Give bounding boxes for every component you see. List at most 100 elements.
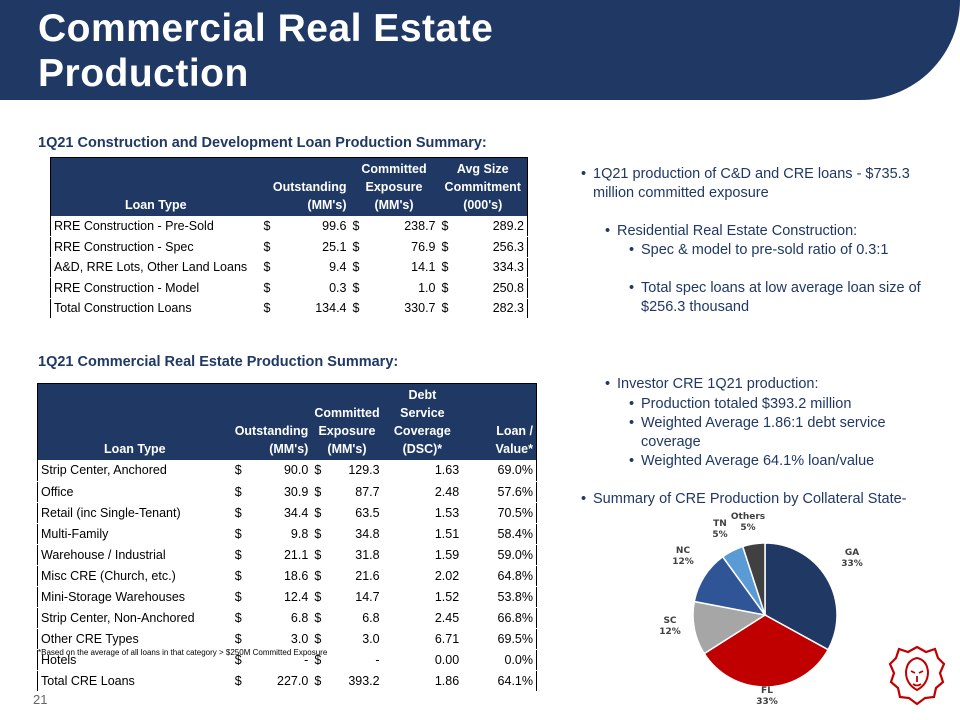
cell-value: 57.6% bbox=[462, 481, 537, 503]
table-total-row: Total Construction Loans $134.4 $330.7 $282… bbox=[50, 297, 528, 319]
pie-slice-others bbox=[741, 542, 766, 616]
cell-label: Strip Center, Non-Anchored bbox=[37, 607, 232, 629]
cell-currency: $ bbox=[260, 236, 275, 258]
cell-value: 21.1 bbox=[245, 544, 312, 566]
cell-currency: $ bbox=[438, 236, 453, 258]
bullet-item: • Weighted Average 64.1% loan/value bbox=[629, 453, 875, 469]
table-row: Strip Center, Anchored $90.0 $129.3 1.63 69.… bbox=[37, 460, 537, 482]
cell-label: RRE Construction - Spec bbox=[50, 236, 261, 258]
table-row: Misc CRE (Church, etc.) $18.6 $21.6 2.02 64.… bbox=[37, 565, 537, 587]
col-outstanding: Outstanding (MM's) bbox=[231, 383, 312, 460]
pie-label-others: Others bbox=[731, 512, 765, 522]
bullet-item: • Investor CRE 1Q21 production: bbox=[605, 376, 819, 392]
cell-value: 334.3 bbox=[452, 257, 528, 278]
pie-slice-ga bbox=[764, 542, 838, 651]
cre-table: Loan Type Outstanding (MM's) Committed Exp… bbox=[37, 383, 537, 692]
cell-value: 250.8 bbox=[452, 277, 528, 299]
cell-value: 289.2 bbox=[452, 216, 528, 237]
pie-slice-fl bbox=[703, 614, 830, 688]
construction-table: Loan Type Outstanding (MM's) Committed Exp… bbox=[50, 157, 528, 319]
cell-value: 64.8% bbox=[462, 565, 537, 587]
cell-currency: $ bbox=[260, 297, 275, 319]
cell-value: 6.71 bbox=[382, 628, 463, 650]
construction-section-title: 1Q21 Construction and Development Loan P… bbox=[38, 135, 487, 151]
table-row: Other CRE Types $3.0 $3.0 6.71 69.5% bbox=[37, 628, 537, 650]
cell-value: 2.48 bbox=[382, 481, 463, 503]
cell-currency: $ bbox=[231, 502, 246, 524]
cell-currency: $ bbox=[349, 216, 364, 237]
cell-currency: $ bbox=[311, 607, 326, 629]
cell-value: 66.8% bbox=[462, 607, 537, 629]
cell-value: 69.5% bbox=[462, 628, 537, 650]
col-exposure: Committed Exposure (MM's) bbox=[311, 383, 383, 460]
cell-value: - bbox=[325, 649, 383, 671]
table-row: Retail (inc Single-Tenant) $34.4 $63.5 1.53… bbox=[37, 502, 537, 524]
cell-value: 227.0 bbox=[245, 669, 312, 692]
cell-currency: $ bbox=[349, 257, 364, 278]
cell-value: 64.1% bbox=[462, 669, 537, 692]
pie-value-nc: 12% bbox=[672, 557, 694, 567]
cell-value: 3.0 bbox=[245, 628, 312, 650]
cell-value: 1.52 bbox=[382, 586, 463, 608]
bullet-item: • Total spec loans at low average loan si… bbox=[629, 280, 921, 315]
page-title-line1: Commercial Real Estate bbox=[38, 7, 494, 50]
cell-currency: $ bbox=[231, 523, 246, 545]
cell-value: 1.51 bbox=[382, 523, 463, 545]
cell-value: 2.02 bbox=[382, 565, 463, 587]
cell-currency: $ bbox=[231, 628, 246, 650]
pie-value-others: 5% bbox=[740, 523, 755, 533]
cell-value: 9.4 bbox=[274, 257, 350, 278]
cell-value: 1.86 bbox=[382, 669, 463, 692]
col-loan-type: Loan Type bbox=[50, 157, 261, 216]
cell-value: 282.3 bbox=[452, 297, 528, 319]
cell-value: 12.4 bbox=[245, 586, 312, 608]
cell-value: 14.7 bbox=[325, 586, 383, 608]
title-banner bbox=[0, 0, 960, 100]
cell-value: 87.7 bbox=[325, 481, 383, 503]
cell-value: 1.53 bbox=[382, 502, 463, 524]
cell-currency: $ bbox=[231, 607, 246, 629]
bullet-item: • Weighted Average 1.86:1 debt service co… bbox=[629, 415, 886, 450]
cell-value: 34.8 bbox=[325, 523, 383, 545]
cell-currency: $ bbox=[260, 216, 275, 237]
cell-value: 63.5 bbox=[325, 502, 383, 524]
cell-currency: $ bbox=[231, 669, 246, 692]
cell-value: 256.3 bbox=[452, 236, 528, 258]
lion-logo-icon bbox=[888, 645, 946, 706]
cell-value: 76.9 bbox=[363, 236, 439, 258]
bullet-item: • Summary of CRE Production by Collateral… bbox=[581, 491, 907, 507]
cell-currency: $ bbox=[438, 277, 453, 299]
pie-label-sc: SC bbox=[663, 616, 676, 626]
cell-label: Total Construction Loans bbox=[50, 297, 261, 319]
table-total-row: Total CRE Loans $227.0 $393.2 1.86 64.1% bbox=[37, 669, 537, 692]
cell-currency: $ bbox=[349, 236, 364, 258]
cell-currency: $ bbox=[438, 297, 453, 319]
cell-currency: $ bbox=[311, 523, 326, 545]
cell-value: 9.8 bbox=[245, 523, 312, 545]
page-title: Commercial Real Estate Production bbox=[38, 6, 738, 96]
cell-value: 238.7 bbox=[363, 216, 439, 237]
cell-value: 2.45 bbox=[382, 607, 463, 629]
cell-value: 53.8% bbox=[462, 586, 537, 608]
cell-currency: $ bbox=[311, 565, 326, 587]
cell-currency: $ bbox=[438, 216, 453, 237]
cell-label: RRE Construction - Model bbox=[50, 277, 261, 299]
cell-label: Mini-Storage Warehouses bbox=[37, 586, 232, 608]
pie-value-ga: 33% bbox=[841, 559, 863, 569]
bullet-item: • Production totaled $393.2 million bbox=[629, 396, 852, 412]
cell-value: 0.00 bbox=[382, 649, 463, 671]
page-number: 21 bbox=[33, 692, 48, 707]
page-title-line2: Production bbox=[38, 52, 249, 95]
cell-currency: $ bbox=[231, 481, 246, 503]
cell-value: 31.8 bbox=[325, 544, 383, 566]
cell-label: Office bbox=[37, 481, 232, 503]
cell-value: 18.6 bbox=[245, 565, 312, 587]
cell-value: 21.6 bbox=[325, 565, 383, 587]
col-ltv: Loan / Value* bbox=[462, 383, 537, 460]
cell-currency: $ bbox=[311, 628, 326, 650]
bullet-item: • Spec & model to pre-sold ratio of 0.3:1 bbox=[629, 242, 889, 258]
cell-currency: $ bbox=[311, 481, 326, 503]
table-row: Office $30.9 $87.7 2.48 57.6% bbox=[37, 481, 537, 503]
pie-label-nc: NC bbox=[676, 546, 691, 556]
